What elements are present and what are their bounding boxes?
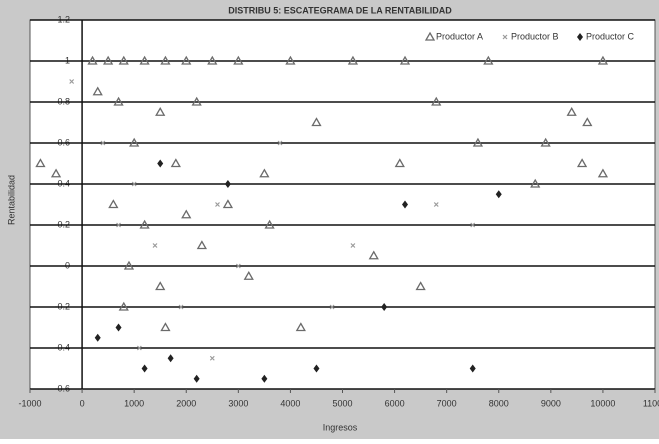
point	[87, 55, 98, 65]
point	[350, 243, 356, 248]
point	[35, 158, 46, 168]
point	[160, 55, 171, 65]
point	[116, 222, 121, 228]
point	[470, 222, 476, 228]
point	[347, 55, 359, 65]
point	[123, 260, 135, 270]
point	[433, 202, 439, 207]
point	[94, 333, 101, 342]
point	[311, 117, 322, 127]
point	[222, 199, 234, 209]
point	[277, 140, 283, 146]
y-axis-title: Rentabilidad	[6, 175, 16, 225]
point	[141, 364, 148, 373]
point	[69, 79, 75, 84]
point	[103, 55, 114, 65]
point	[566, 106, 577, 116]
plot-area	[29, 19, 656, 390]
point	[191, 96, 202, 106]
x-tick-label: 3000	[228, 398, 248, 408]
point	[313, 364, 320, 373]
point	[131, 181, 137, 187]
point	[129, 137, 140, 147]
legend-label: Productor A	[436, 31, 483, 41]
x-tick-label: 9000	[541, 398, 561, 408]
point	[108, 199, 119, 209]
point	[368, 250, 379, 260]
point	[469, 364, 476, 373]
point	[402, 200, 408, 209]
point	[92, 86, 103, 96]
point	[285, 55, 296, 65]
point	[399, 55, 411, 65]
point	[295, 322, 306, 332]
point	[235, 263, 241, 269]
point	[431, 96, 442, 106]
point	[113, 96, 124, 106]
x-tick-label: 0	[80, 398, 85, 408]
point	[118, 301, 129, 311]
x-tick-label: 4000	[280, 398, 300, 408]
point	[50, 168, 62, 178]
x-axis-title: Ingresos	[323, 422, 358, 432]
point	[381, 303, 388, 311]
legend-marker	[424, 31, 436, 41]
point	[597, 55, 609, 65]
point	[224, 180, 231, 188]
point	[207, 55, 218, 65]
point	[495, 190, 502, 199]
point	[329, 304, 335, 310]
point	[233, 55, 244, 65]
point	[576, 158, 588, 168]
point	[167, 354, 174, 363]
point	[136, 345, 142, 351]
x-tick-label: 10000	[590, 398, 615, 408]
point	[582, 117, 593, 127]
point	[139, 55, 150, 65]
point	[394, 158, 405, 168]
point	[181, 209, 192, 219]
point	[152, 243, 158, 248]
point	[415, 281, 426, 291]
point	[155, 281, 166, 291]
point	[160, 322, 171, 332]
legend-marker	[577, 33, 583, 41]
x-tick-label: 8000	[489, 398, 509, 408]
point	[118, 55, 129, 65]
x-tick-label: 2000	[176, 398, 196, 408]
point	[157, 159, 164, 168]
x-tick-label: 5000	[332, 398, 352, 408]
legend-label: Productor C	[586, 31, 635, 41]
point	[530, 178, 541, 188]
point	[100, 140, 106, 146]
chart-title: DISTRIBU 5: ESCATEGRAMA DE LA RENTABILID…	[228, 5, 452, 15]
point	[193, 374, 200, 383]
point	[264, 219, 275, 229]
point	[472, 137, 484, 147]
point	[243, 270, 254, 280]
x-tick-label: 11000	[643, 398, 659, 408]
point	[540, 137, 551, 147]
point	[209, 355, 215, 361]
point	[261, 374, 268, 383]
point	[597, 168, 609, 178]
x-tick-label: 1000	[124, 398, 144, 408]
point	[483, 55, 494, 65]
point	[155, 106, 166, 116]
point	[196, 240, 207, 250]
point	[181, 55, 192, 65]
point	[259, 168, 270, 178]
point	[178, 304, 184, 310]
legend-label: Productor B	[511, 31, 559, 41]
legend-marker	[502, 34, 508, 40]
point	[170, 158, 181, 168]
point	[215, 202, 220, 207]
x-tick-label: 7000	[437, 398, 457, 408]
point	[115, 323, 122, 332]
point	[139, 219, 150, 229]
x-tick-label: 6000	[385, 398, 405, 408]
x-tick-label: -1000	[18, 398, 41, 408]
